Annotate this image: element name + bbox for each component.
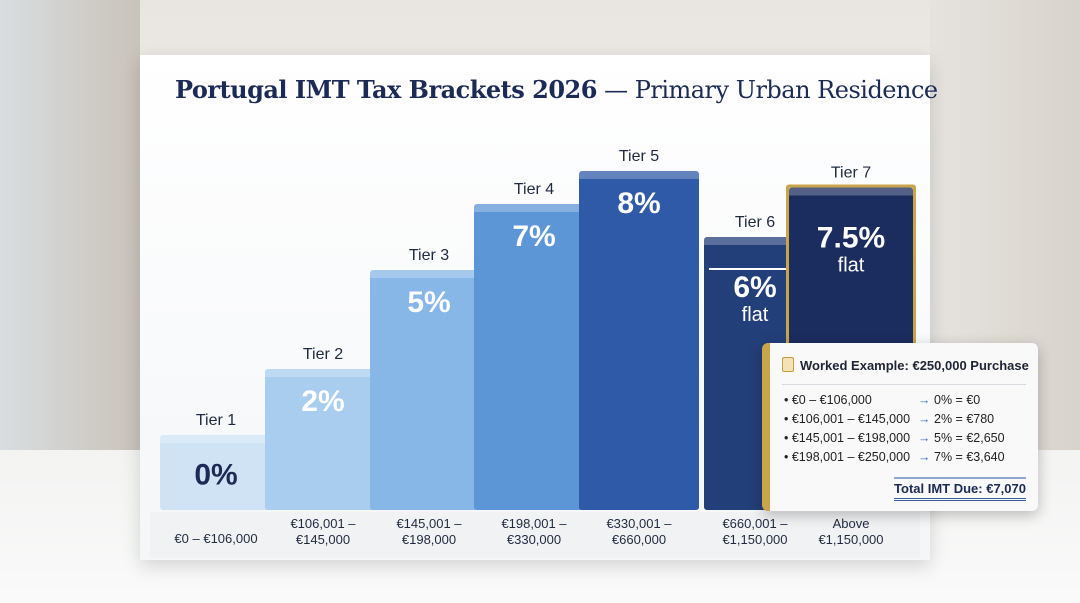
- row-range-text: €0 – €106,000: [791, 393, 872, 407]
- tier-label: Tier 4: [514, 181, 554, 198]
- bar-group-4: Tier 4 7%: [474, 181, 594, 510]
- row-calc: → 5% = €2,650: [918, 431, 1005, 446]
- bar: [474, 204, 594, 510]
- value-label: 5%: [407, 286, 450, 319]
- bar-top-face: [579, 171, 699, 179]
- bar-group-2: Tier 2 2%: [265, 346, 381, 510]
- row-range: • €198,001 – €250,000: [784, 450, 911, 464]
- arrow-right-icon: →: [918, 393, 931, 407]
- bar-group-5: Tier 5 8%: [579, 148, 699, 510]
- arrow-right-icon: →: [918, 450, 931, 464]
- bar-top-face: [160, 435, 272, 443]
- bar: [370, 270, 488, 510]
- row-calc-text: 7% = €3,640: [934, 450, 1005, 464]
- bar: [265, 369, 381, 510]
- card-title-text: Worked Example: €250,000 Purchase: [800, 358, 1029, 373]
- value-label: 6%: [733, 271, 776, 304]
- x-tick-label: €0 – €106,000: [174, 531, 258, 546]
- value-label: 7.5%: [817, 222, 885, 255]
- row-calc-text: 5% = €2,650: [934, 431, 1005, 445]
- row-range-text: €198,001 – €250,000: [791, 450, 911, 464]
- tier-label: Tier 3: [409, 247, 449, 264]
- row-calc-text: 0% = €0: [934, 393, 981, 407]
- total-due: Total IMT Due: €7,070: [894, 477, 1026, 501]
- row-range: • €106,001 – €145,000: [784, 412, 911, 426]
- x-tick-label: €660,001 – €1,150,000: [722, 516, 788, 547]
- tier-label: Tier 6: [735, 214, 775, 231]
- row-range-text: €106,001 – €145,000: [791, 412, 911, 426]
- row-range: • €0 – €106,000: [784, 393, 872, 407]
- worked-example-card: Worked Example: €250,000 Purchase • €0 –…: [762, 343, 1038, 511]
- bar-top-face: [265, 369, 381, 377]
- card-title: Worked Example: €250,000 Purchase: [782, 357, 1029, 373]
- row-range: • €145,001 – €198,000: [784, 431, 911, 445]
- clipboard-icon: [782, 357, 794, 372]
- row-calc: → 2% = €780: [918, 412, 1005, 427]
- tier-label: Tier 2: [303, 346, 343, 363]
- flat-note: flat: [838, 255, 865, 277]
- chart-title: Portugal IMT Tax Brackets 2026 — Primary…: [175, 75, 938, 104]
- title-main: Portugal IMT Tax Brackets 2026: [175, 75, 597, 104]
- card-divider: [782, 384, 1026, 385]
- x-tick-label: €330,001 – €660,000: [606, 516, 672, 547]
- row-calc: → 7% = €3,640: [918, 450, 1005, 465]
- bar-top-face: [704, 237, 806, 245]
- arrow-right-icon: →: [918, 412, 931, 426]
- bar: [579, 171, 699, 510]
- bar-top-face: [370, 270, 488, 278]
- x-tick-label: Above €1,150,000: [818, 516, 884, 547]
- bar-top-face: [789, 187, 913, 196]
- tier-label: Tier 1: [196, 412, 236, 429]
- category-strip: [150, 512, 920, 558]
- bar-group-3: Tier 3 5%: [370, 247, 488, 510]
- x-tick-label: €145,001 – €198,000: [396, 516, 462, 547]
- bar: [160, 435, 272, 510]
- tier-label: Tier 7: [831, 165, 871, 182]
- x-tick-label: €198,001 – €330,000: [501, 516, 567, 547]
- value-label: 8%: [617, 187, 660, 220]
- x-tick-label: €106,001 – €145,000: [290, 516, 356, 547]
- example-rows: • €0 – €106,000 → 0% = €0 • €106,001 – €…: [784, 393, 1005, 465]
- bar-top-face: [474, 204, 594, 212]
- row-calc-text: 2% = €780: [934, 412, 995, 426]
- value-label: 2%: [301, 385, 344, 418]
- row-range-text: €145,001 – €198,000: [791, 431, 911, 445]
- value-label: 0%: [194, 459, 237, 492]
- arrow-right-icon: →: [918, 431, 931, 445]
- title-subtitle: — Primary Urban Residence: [604, 76, 938, 104]
- bar-group-1: Tier 1 0%: [160, 412, 272, 510]
- flat-note: flat: [742, 304, 769, 326]
- tier-label: Tier 5: [619, 148, 659, 165]
- value-label: 7%: [512, 220, 555, 253]
- row-calc: → 0% = €0: [918, 393, 1005, 408]
